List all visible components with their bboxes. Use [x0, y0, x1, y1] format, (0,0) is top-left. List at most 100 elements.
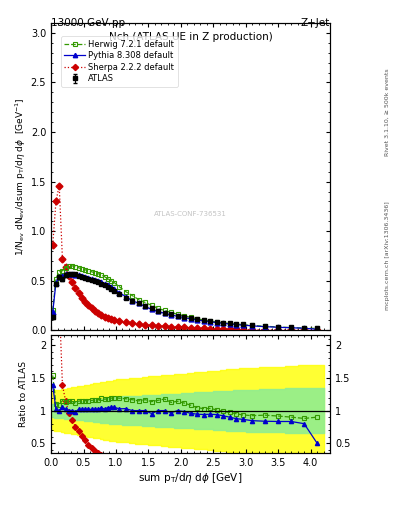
Y-axis label: 1/N$_{\rm ev}$ dN$_{\rm ev}$/dsum p$_{\rm T}$/d$\eta$ d$\phi$  [GeV$^{-1}$]: 1/N$_{\rm ev}$ dN$_{\rm ev}$/dsum p$_{\r… — [13, 97, 28, 256]
Herwig 7.2.1 default — [302, 325, 307, 331]
Sherpa 2.2.2 default — [182, 325, 186, 331]
Sherpa 2.2.2 default — [162, 323, 167, 329]
Sherpa 2.2.2 default — [234, 326, 239, 332]
Herwig 7.2.1 default — [208, 318, 213, 324]
X-axis label: sum p$_{\rm T}$/d$\eta$ d$\phi$ [GeV]: sum p$_{\rm T}$/d$\eta$ d$\phi$ [GeV] — [138, 471, 243, 485]
Text: ATLAS-CONF-736531: ATLAS-CONF-736531 — [154, 210, 227, 217]
Text: 13000 GeV pp: 13000 GeV pp — [51, 18, 125, 28]
Herwig 7.2.1 default — [105, 275, 110, 282]
Sherpa 2.2.2 default — [66, 273, 71, 279]
Sherpa 2.2.2 default — [89, 305, 94, 311]
Sherpa 2.2.2 default — [50, 242, 55, 248]
Pythia 8.308 default — [201, 318, 206, 324]
Pythia 8.308 default — [76, 272, 81, 278]
Pythia 8.308 default — [227, 321, 232, 327]
Pythia 8.308 default — [112, 286, 117, 292]
Sherpa 2.2.2 default — [188, 325, 193, 331]
Herwig 7.2.1 default — [53, 275, 58, 282]
Sherpa 2.2.2 default — [86, 303, 91, 309]
Sherpa 2.2.2 default — [175, 324, 180, 330]
Pythia 8.308 default — [195, 317, 200, 323]
Herwig 7.2.1 default — [50, 307, 55, 313]
Herwig 7.2.1 default — [63, 265, 68, 271]
Sherpa 2.2.2 default — [227, 326, 232, 332]
Herwig 7.2.1 default — [263, 323, 268, 329]
Sherpa 2.2.2 default — [201, 325, 206, 331]
Pythia 8.308 default — [302, 325, 307, 331]
Sherpa 2.2.2 default — [315, 327, 320, 333]
Herwig 7.2.1 default — [60, 268, 65, 274]
Pythia 8.308 default — [57, 273, 62, 280]
Pythia 8.308 default — [162, 310, 167, 316]
Sherpa 2.2.2 default — [169, 324, 173, 330]
Sherpa 2.2.2 default — [208, 326, 213, 332]
Herwig 7.2.1 default — [57, 269, 62, 275]
Sherpa 2.2.2 default — [263, 327, 268, 333]
Herwig 7.2.1 default — [156, 305, 160, 311]
Pythia 8.308 default — [70, 271, 75, 277]
Sherpa 2.2.2 default — [79, 294, 84, 301]
Sherpa 2.2.2 default — [99, 312, 104, 318]
Pythia 8.308 default — [86, 274, 91, 281]
Herwig 7.2.1 default — [221, 319, 226, 326]
Sherpa 2.2.2 default — [143, 322, 147, 328]
Pythia 8.308 default — [53, 280, 58, 286]
Pythia 8.308 default — [250, 323, 255, 329]
Herwig 7.2.1 default — [89, 269, 94, 275]
Herwig 7.2.1 default — [201, 317, 206, 323]
Sherpa 2.2.2 default — [60, 256, 65, 262]
Sherpa 2.2.2 default — [112, 317, 117, 324]
Herwig 7.2.1 default — [182, 313, 186, 319]
Herwig 7.2.1 default — [109, 278, 114, 284]
Y-axis label: Ratio to ATLAS: Ratio to ATLAS — [19, 361, 28, 427]
Pythia 8.308 default — [208, 319, 213, 325]
Herwig 7.2.1 default — [66, 263, 71, 269]
Sherpa 2.2.2 default — [240, 327, 245, 333]
Pythia 8.308 default — [182, 314, 186, 321]
Text: Z+Jet: Z+Jet — [301, 18, 330, 28]
Herwig 7.2.1 default — [227, 321, 232, 327]
Herwig 7.2.1 default — [76, 265, 81, 271]
Pythia 8.308 default — [66, 271, 71, 277]
Pythia 8.308 default — [60, 273, 65, 279]
Text: Rivet 3.1.10, ≥ 500k events: Rivet 3.1.10, ≥ 500k events — [385, 69, 389, 157]
Line: Pythia 8.308 default: Pythia 8.308 default — [50, 271, 320, 332]
Herwig 7.2.1 default — [149, 303, 154, 309]
Sherpa 2.2.2 default — [195, 325, 200, 331]
Sherpa 2.2.2 default — [63, 264, 68, 270]
Sherpa 2.2.2 default — [117, 318, 121, 325]
Herwig 7.2.1 default — [315, 326, 320, 332]
Sherpa 2.2.2 default — [123, 319, 128, 326]
Pythia 8.308 default — [117, 289, 121, 295]
Pythia 8.308 default — [102, 281, 107, 287]
Pythia 8.308 default — [83, 273, 88, 280]
Herwig 7.2.1 default — [143, 300, 147, 306]
Herwig 7.2.1 default — [96, 271, 101, 277]
Sherpa 2.2.2 default — [149, 322, 154, 328]
Pythia 8.308 default — [130, 297, 134, 304]
Herwig 7.2.1 default — [79, 266, 84, 272]
Herwig 7.2.1 default — [73, 264, 78, 270]
Sherpa 2.2.2 default — [250, 327, 255, 333]
Sherpa 2.2.2 default — [73, 285, 78, 291]
Pythia 8.308 default — [240, 322, 245, 328]
Pythia 8.308 default — [175, 313, 180, 319]
Sherpa 2.2.2 default — [276, 327, 281, 333]
Herwig 7.2.1 default — [240, 322, 245, 328]
Herwig 7.2.1 default — [175, 311, 180, 317]
Sherpa 2.2.2 default — [156, 323, 160, 329]
Pythia 8.308 default — [149, 306, 154, 312]
Pythia 8.308 default — [109, 284, 114, 290]
Pythia 8.308 default — [143, 304, 147, 310]
Herwig 7.2.1 default — [92, 270, 97, 276]
Line: Herwig 7.2.1 default: Herwig 7.2.1 default — [50, 263, 320, 331]
Herwig 7.2.1 default — [188, 314, 193, 321]
Pythia 8.308 default — [169, 312, 173, 318]
Sherpa 2.2.2 default — [96, 310, 101, 316]
Herwig 7.2.1 default — [130, 292, 134, 298]
Pythia 8.308 default — [63, 271, 68, 277]
Herwig 7.2.1 default — [70, 263, 75, 269]
Herwig 7.2.1 default — [123, 289, 128, 295]
Pythia 8.308 default — [105, 282, 110, 288]
Line: Sherpa 2.2.2 default: Sherpa 2.2.2 default — [50, 183, 320, 333]
